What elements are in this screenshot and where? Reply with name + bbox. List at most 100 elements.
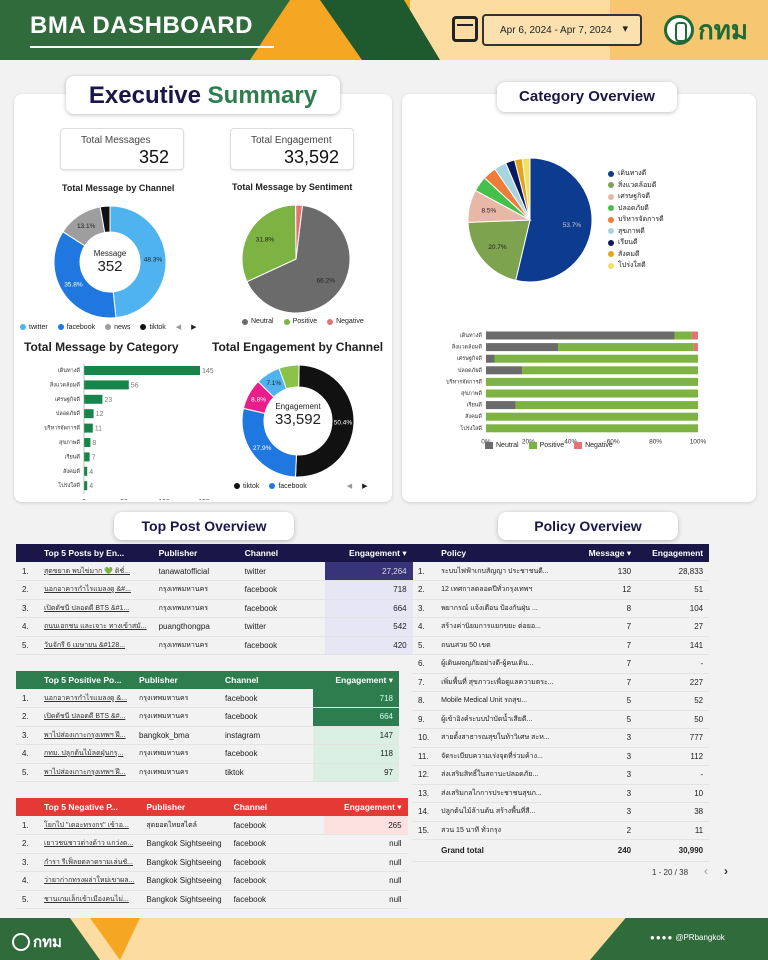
category-bar[interactable] bbox=[84, 438, 91, 447]
date-range-picker[interactable]: Apr 6, 2024 - Apr 7, 2024 ▾ bbox=[482, 14, 642, 46]
stack-segment-positive[interactable] bbox=[558, 343, 694, 352]
stack-segment-neutral[interactable] bbox=[486, 343, 559, 352]
table-row[interactable]: 4. ว่ายาก่ากทรงผล่าใหม่เขาผล... Bangkok Si… bbox=[16, 871, 408, 891]
slice-สิ่งแวดล้อมดี[interactable] bbox=[467, 219, 531, 281]
column-header[interactable]: Message ▾ bbox=[588, 547, 632, 558]
table-row[interactable]: 1. สุดขยาด พบไข่มาก 💚 ดิชั่... tanawatoffi… bbox=[16, 562, 413, 581]
table-row[interactable]: 14. ปลูกต้นไม้ล้านต้น สร้างพื้นที่สี... 3 3… bbox=[412, 802, 710, 822]
table-row[interactable]: 3. กำรา รีเฟ็ลยตลาดรามเล่นชั... Bangkok Si… bbox=[16, 853, 408, 872]
table-row[interactable]: 10. สายตั้งสาธารณสุขในท้าวิเศษ สะห... 3 777 bbox=[412, 728, 710, 748]
table-row[interactable]: 2. 12 เทศกาลตลอดปีทั่วกรุงเทพฯ 12 51 bbox=[412, 580, 710, 600]
stack-segment-neutral[interactable] bbox=[486, 366, 523, 375]
table-row[interactable]: 1. ระบบไฟฟ้าเกบสัญญา ประชาชนดี... 130 28,83… bbox=[412, 562, 710, 581]
table-row[interactable]: 9. ผู้เข้าอิงค์ระบบบำบัดน้ำเสียดี... 5 50 bbox=[412, 710, 710, 729]
column-header[interactable]: Engagement ▾ bbox=[335, 674, 394, 685]
legend-next-icon[interactable]: ▶ bbox=[191, 324, 197, 331]
legend-item-category[interactable]: สิ่งแวดล้อมดี bbox=[608, 180, 664, 192]
slice-tiktok[interactable] bbox=[294, 364, 355, 478]
stack-segment-positive[interactable] bbox=[674, 331, 692, 340]
slice-news[interactable] bbox=[278, 364, 300, 390]
legend-facebook-eng[interactable]: facebook bbox=[269, 483, 307, 490]
table-row[interactable]: 2. เยาวชนชาวต่างด้าว แกว่งด... Bangkok Sig… bbox=[16, 834, 408, 854]
column-header[interactable]: Engagement bbox=[652, 548, 704, 558]
category-bar[interactable] bbox=[84, 366, 200, 375]
legend-positive[interactable]: Positive bbox=[283, 318, 317, 325]
column-header[interactable]: Policy bbox=[441, 548, 467, 558]
legend-negative[interactable]: Negative bbox=[327, 318, 364, 325]
table-row[interactable]: 8. Mobile Medical Unit รถสุข... 5 52 bbox=[412, 691, 710, 711]
table-row[interactable]: 2. นอกอาคารกำไรแมลงดู &#... กรุงเทพมหานคร f… bbox=[16, 580, 413, 600]
table-row[interactable]: 7. เพิ่มพื้นที่ สุขภาวะเพื่อดูแลความตระ..… bbox=[412, 673, 710, 692]
stack-segment-positive[interactable] bbox=[494, 354, 698, 363]
category-bar[interactable] bbox=[84, 380, 129, 390]
category-bar[interactable] bbox=[84, 452, 90, 462]
table-row[interactable]: 4. กทม. ปลูกต้นไม้ลดฝุ่นกรุ... กรุงเทพมหาน… bbox=[16, 744, 400, 764]
slice-เดินทางดี[interactable] bbox=[515, 157, 593, 283]
table-row[interactable]: 13. ส่งเสริมกลไกการประชาชนสุขภ... 3 10 bbox=[412, 784, 710, 803]
table-row[interactable]: 5. พาไปส่องเกาะกรุงเทพฯ ฝึ... กรุงเทพมหานค… bbox=[16, 763, 400, 782]
table-row[interactable]: 1. นอกอาคารกำไรแมลงดู &... กรุงเทพมหานคร fa… bbox=[16, 689, 400, 708]
stack-segment-neutral[interactable] bbox=[486, 401, 516, 410]
table-row[interactable]: 5. วันจักรี 6 เมษายน &#128... กรุงเทพมหานค… bbox=[16, 636, 413, 655]
table-row[interactable]: 4. สร้างค่านิยมการแยกขยะ ต่อยอ... 7 27 bbox=[412, 617, 710, 637]
legend-negative-stack[interactable]: Negative bbox=[574, 442, 613, 449]
column-header[interactable]: Publisher bbox=[139, 675, 178, 685]
stack-segment-positive[interactable] bbox=[515, 401, 698, 410]
table-row[interactable]: 3. พาไปส่องเกาะกรุงเทพฯ ฝึ... bangkok_bma i… bbox=[16, 726, 400, 745]
stack-segment-positive[interactable] bbox=[486, 377, 698, 386]
slice-facebook[interactable] bbox=[53, 231, 117, 319]
stack-segment-positive[interactable] bbox=[486, 424, 698, 433]
legend-next-icon[interactable]: ▶ bbox=[362, 483, 368, 490]
legend-news[interactable]: news bbox=[105, 324, 130, 331]
slice-twitter[interactable] bbox=[109, 205, 167, 319]
legend-positive-stack[interactable]: Positive bbox=[528, 442, 564, 449]
table-row[interactable]: 12. ส่งเสริมสิทธิ์ในสถานะปลอดภัย... 3- bbox=[412, 765, 710, 785]
legend-item-category[interactable]: เรียนดี bbox=[608, 237, 664, 249]
stack-segment-neutral[interactable] bbox=[486, 354, 495, 363]
stack-segment-positive[interactable] bbox=[522, 366, 698, 375]
table-row[interactable]: 15. สวน 15 นาที ทั่วกรุง 2 11 bbox=[412, 821, 710, 840]
legend-item-category[interactable]: ปลอดภัยดี bbox=[608, 203, 664, 215]
table-row[interactable]: 2. เปิดดัชนี ปลอดดี BTS &#... กรุงเทพมหานค… bbox=[16, 707, 400, 727]
legend-prev-icon[interactable]: ◀ bbox=[175, 324, 182, 331]
table-row[interactable]: 4. ถนนเอกชน และเจาะ ทางเข้าสมั... puangtho… bbox=[16, 617, 413, 637]
column-header[interactable]: Channel bbox=[233, 802, 268, 812]
category-bar[interactable] bbox=[84, 466, 88, 476]
table-row[interactable]: 6. ผู้เดินผจญภัยอย่างดี-ผู้คนเดิน... 7- bbox=[412, 654, 710, 674]
column-header[interactable]: Top 5 Posts by En... bbox=[44, 548, 125, 558]
category-bar[interactable] bbox=[84, 394, 103, 404]
table-row[interactable]: 3. เปิดดัชนี ปลอดดี BTS &#1... กรุงเทพมหาน… bbox=[16, 599, 413, 618]
table-row[interactable]: 5. ชานเกมเล็กเข้าเมืองคนไม่... Bangkok Sig… bbox=[16, 890, 408, 909]
legend-item-category[interactable]: สุขภาพดี bbox=[608, 226, 664, 238]
legend-item-category[interactable]: บริหารจัดการดี bbox=[608, 214, 664, 226]
legend-neutral-stack[interactable]: Neutral bbox=[485, 442, 519, 449]
column-header[interactable]: Engagement ▾ bbox=[343, 801, 402, 812]
slice-tiktok[interactable] bbox=[99, 205, 111, 234]
category-bar[interactable] bbox=[84, 409, 94, 419]
stack-segment-negative[interactable] bbox=[693, 343, 698, 352]
calendar-icon[interactable] bbox=[452, 16, 478, 42]
legend-tiktok-eng[interactable]: tiktok bbox=[234, 483, 259, 490]
stack-segment-positive[interactable] bbox=[486, 389, 698, 398]
stack-segment-positive[interactable] bbox=[486, 412, 698, 421]
column-header[interactable]: Top 5 Positive Po... bbox=[44, 675, 122, 685]
column-header[interactable]: Channel bbox=[225, 675, 259, 685]
column-header[interactable]: Engagement ▾ bbox=[348, 547, 407, 558]
legend-prev-icon[interactable]: ◀ bbox=[346, 483, 353, 490]
legend-neutral[interactable]: Neutral bbox=[242, 318, 274, 325]
table-row[interactable]: 1. โยกไป "เดอะทรงกร" เข้าอ... สุดยอดไทยสไต… bbox=[16, 816, 408, 835]
category-bar[interactable] bbox=[84, 481, 88, 491]
column-header[interactable]: Top 5 Negative P... bbox=[44, 802, 118, 812]
legend-item-category[interactable]: สังคมดี bbox=[608, 249, 664, 261]
slice-Positive[interactable] bbox=[241, 204, 297, 283]
category-bar[interactable] bbox=[84, 423, 93, 433]
slice-Negative[interactable] bbox=[295, 204, 304, 260]
stack-segment-negative[interactable] bbox=[691, 331, 698, 340]
table-row[interactable]: 11. จัดระเบียบความเร่งจุดที่ร่วมค้าง... 3 1… bbox=[412, 747, 710, 766]
column-header[interactable]: Publisher bbox=[158, 548, 198, 558]
legend-item-category[interactable]: โปร่งใสดี bbox=[608, 260, 664, 272]
table-row[interactable]: 3. พยากรณ์ แจ้งเตือน ป้องกันฝุ่น ... 8 104 bbox=[412, 599, 710, 618]
chevron-left-icon[interactable]: ‹ bbox=[704, 864, 709, 878]
column-header[interactable]: Channel bbox=[244, 548, 279, 558]
legend-item-category[interactable]: เดินทางดี bbox=[608, 168, 664, 180]
